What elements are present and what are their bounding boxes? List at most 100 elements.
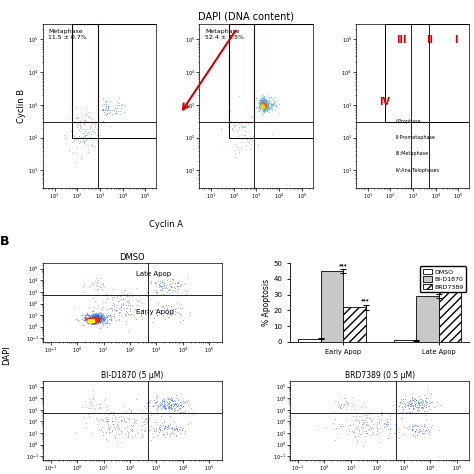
Point: [100, 283, 108, 291]
Point: [89, 395, 97, 403]
Point: [153, 393, 160, 401]
Point: [168, 401, 176, 408]
Point: [100, 318, 107, 326]
Point: [258, 102, 266, 110]
Point: [270, 95, 277, 102]
Point: [90, 128, 98, 136]
Point: [260, 103, 267, 110]
Bar: [72, 24, 98, 122]
Point: [413, 431, 420, 438]
Point: [364, 421, 372, 429]
Point: [380, 419, 388, 427]
Point: [150, 402, 157, 410]
Point: [80, 288, 88, 296]
Point: [168, 423, 176, 431]
Point: [122, 307, 130, 315]
Point: [127, 427, 135, 434]
Point: [265, 98, 273, 105]
Point: [110, 431, 118, 439]
Point: [176, 318, 184, 325]
Point: [422, 400, 430, 407]
Point: [183, 288, 191, 295]
Point: [160, 280, 167, 287]
Point: [64, 113, 72, 121]
Point: [87, 317, 94, 325]
Point: [265, 109, 273, 116]
Point: [158, 402, 165, 410]
Point: [246, 139, 253, 147]
Point: [95, 315, 103, 322]
Point: [92, 316, 100, 323]
Point: [147, 422, 155, 430]
Point: [167, 302, 174, 310]
Point: [384, 425, 392, 432]
Point: [95, 315, 102, 323]
Point: [259, 104, 266, 111]
Point: [422, 403, 429, 411]
Point: [87, 319, 95, 327]
Point: [94, 316, 101, 323]
Point: [412, 396, 419, 404]
Point: [349, 428, 357, 436]
Point: [257, 100, 265, 108]
Point: [264, 91, 272, 98]
Point: [79, 125, 86, 133]
Point: [410, 405, 417, 413]
Point: [155, 425, 163, 432]
Point: [128, 423, 136, 430]
Point: [355, 432, 362, 440]
Point: [359, 420, 366, 428]
Point: [235, 125, 242, 133]
Point: [90, 315, 97, 323]
Point: [411, 428, 419, 435]
Point: [109, 418, 116, 425]
Point: [134, 428, 142, 435]
Point: [89, 315, 96, 323]
Point: [420, 420, 428, 428]
Point: [342, 394, 349, 402]
Point: [91, 317, 99, 324]
Point: [94, 318, 101, 326]
Point: [112, 307, 120, 315]
Point: [187, 404, 195, 412]
Point: [366, 431, 374, 438]
Point: [263, 96, 270, 103]
Point: [419, 429, 426, 437]
Point: [84, 315, 91, 322]
Point: [259, 103, 266, 110]
Point: [261, 102, 268, 110]
Point: [384, 435, 392, 442]
Point: [87, 315, 94, 322]
Point: [374, 420, 381, 428]
Point: [258, 100, 265, 108]
Point: [164, 422, 172, 430]
Point: [175, 425, 182, 433]
Point: [160, 402, 168, 410]
Point: [260, 94, 267, 101]
Point: [415, 425, 422, 433]
Point: [95, 312, 102, 320]
Text: Metaphase
52.4 ± 3.5%: Metaphase 52.4 ± 3.5%: [205, 28, 244, 40]
Point: [176, 423, 184, 431]
Point: [107, 408, 115, 416]
Point: [147, 436, 155, 444]
Point: [264, 102, 271, 109]
Point: [410, 404, 418, 412]
Point: [94, 318, 102, 325]
Point: [271, 93, 278, 100]
Point: [100, 315, 107, 322]
Point: [164, 422, 172, 429]
Point: [153, 397, 160, 404]
Point: [89, 317, 97, 325]
Point: [175, 309, 183, 317]
Point: [189, 410, 197, 418]
Point: [82, 316, 90, 323]
Point: [86, 319, 94, 327]
Point: [337, 404, 344, 412]
Point: [97, 317, 105, 325]
Point: [90, 279, 97, 286]
Point: [376, 438, 383, 446]
Point: [121, 286, 128, 294]
Point: [153, 288, 160, 296]
Point: [89, 315, 96, 323]
